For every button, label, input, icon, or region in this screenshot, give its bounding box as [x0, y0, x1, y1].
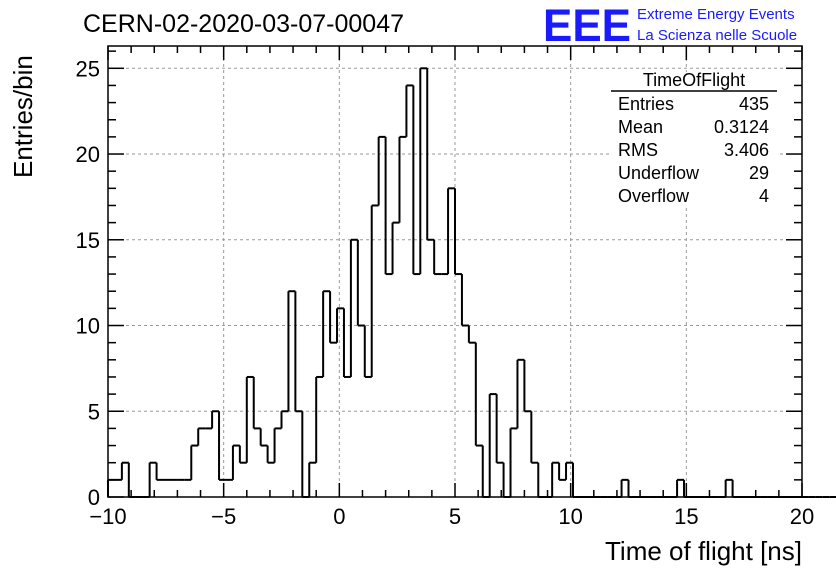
x-tick-label: 10: [558, 504, 582, 529]
y-tick-label: 0: [88, 485, 100, 510]
x-tick-label: −10: [89, 504, 126, 529]
x-tick-label: −5: [211, 504, 236, 529]
x-tick-label: 20: [790, 504, 814, 529]
axes: [107, 45, 803, 498]
y-tick-label: 15: [76, 228, 100, 253]
stats-box-title: TimeOfFlight: [643, 70, 745, 90]
stats-row-value: 435: [739, 94, 769, 114]
stats-row-value: 0.3124: [714, 117, 769, 137]
y-tick-label: 25: [76, 56, 100, 81]
x-tick-label: 5: [449, 504, 461, 529]
stats-box-background: [610, 72, 778, 206]
y-tick-label: 20: [76, 142, 100, 167]
tick-labels: −10 −5 0 5 10 15 20 0 5 10 15 20 25: [76, 56, 815, 529]
stats-row-label: Entries: [618, 94, 674, 114]
logo-mark: EEE: [543, 0, 631, 51]
stats-row-label: Underflow: [618, 163, 700, 183]
stats-box-rows: Entries 435 Mean 0.3124 RMS 3.406 Underflow 29 O…: [618, 94, 769, 206]
stats-row-label: Mean: [618, 117, 663, 137]
y-tick-label: 10: [76, 314, 100, 339]
logo-line-1: Extreme Energy Events: [637, 6, 795, 23]
stats-box: TimeOfFlight Entries 435 Mean 0.3124 RMS 3.40…: [610, 70, 778, 206]
x-tick-label: 15: [674, 504, 698, 529]
logo-line-2: La Scienza nelle Scuole: [637, 27, 797, 44]
x-axis-title: Time of flight [ns]: [605, 536, 802, 566]
x-tick-label: 0: [333, 504, 345, 529]
y-axis-title: Entries/bin: [8, 55, 38, 178]
stats-row-value: 3.406: [724, 140, 769, 160]
stats-row-value: 4: [759, 186, 769, 206]
y-tick-label: 5: [88, 399, 100, 424]
eee-logo: EEE Extreme Energy Events La Scienza nel…: [543, 0, 797, 51]
stats-row-label: RMS: [618, 140, 658, 160]
stats-row-value: 29: [749, 163, 769, 183]
stats-row-label: Overflow: [618, 186, 690, 206]
run-title: CERN-02-2020-03-07-00047: [83, 10, 404, 38]
